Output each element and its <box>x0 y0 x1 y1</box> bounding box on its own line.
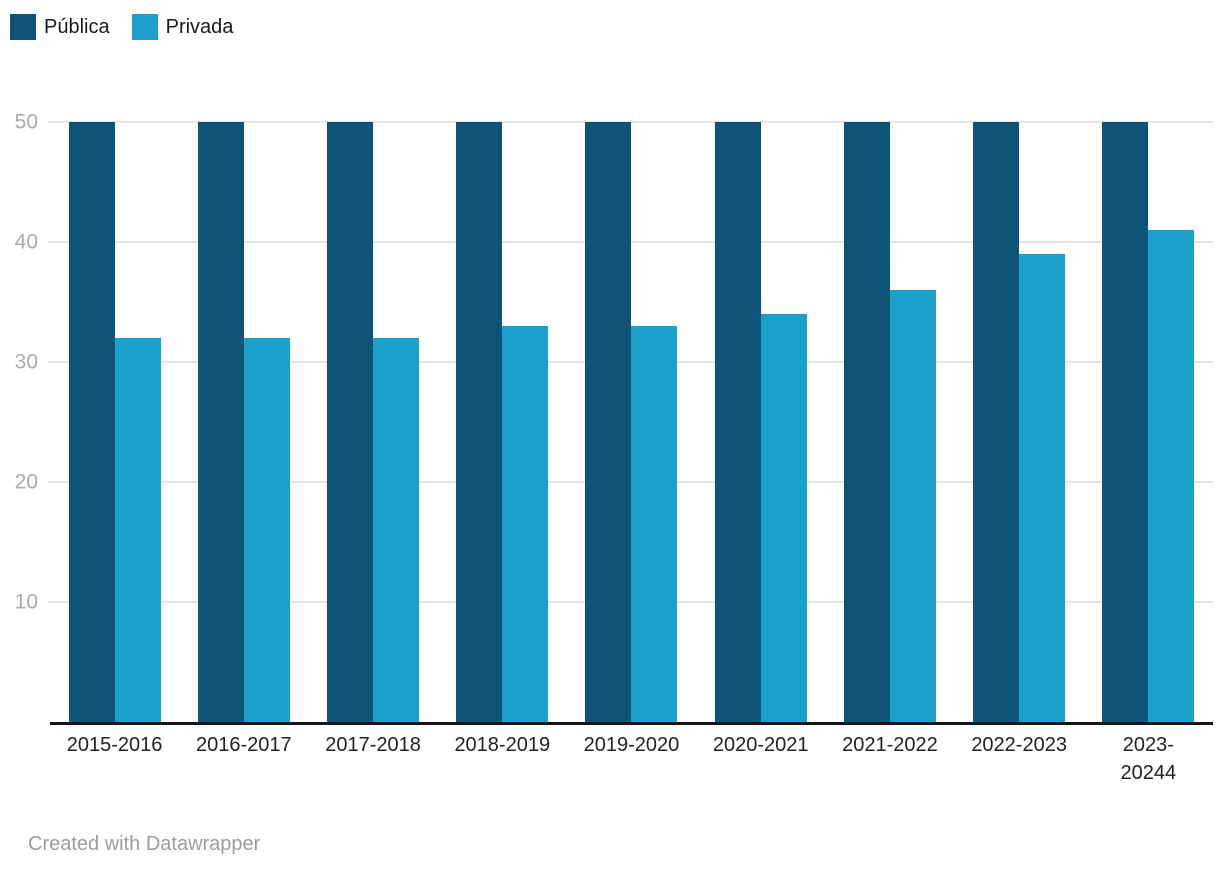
bar-privada <box>631 326 678 722</box>
x-tick-label: 2022-2023 <box>971 734 1067 756</box>
y-tick-label-30: 30 <box>14 350 38 374</box>
bar-group <box>50 122 179 722</box>
legend-label: Pública <box>44 16 110 38</box>
bar-pública <box>327 122 374 722</box>
bar-pública <box>843 122 890 722</box>
bar-pública <box>973 122 1020 722</box>
y-tick-label-10: 10 <box>14 590 38 614</box>
x-tick-label: 2023- 20244 <box>1120 734 1177 784</box>
bar-group <box>1084 122 1213 722</box>
plot-area <box>48 121 1213 725</box>
y-tick-label-40: 40 <box>14 230 38 254</box>
bar-pública <box>456 122 503 722</box>
legend-swatch-icon <box>10 14 36 40</box>
x-tick-label: 2021-2022 <box>842 734 938 756</box>
attribution-text: Created with Datawrapper <box>28 833 261 855</box>
legend-swatch-icon <box>131 14 158 40</box>
x-tick-label: 2019-2020 <box>583 734 680 756</box>
x-tick-label: 2015-2016 <box>66 734 163 756</box>
bar-group <box>825 122 954 722</box>
bar-group <box>438 122 567 722</box>
bar-pública <box>197 122 244 722</box>
x-axis-labels: 2015-2016 2016-2017 2017-2018 2018-2019 2019… <box>50 731 1213 787</box>
bar-privada <box>1148 230 1195 722</box>
bar-privada <box>243 338 290 722</box>
bar-pública <box>1102 122 1149 722</box>
bar-pública <box>714 122 761 722</box>
bar-privada <box>760 314 807 722</box>
bar-privada <box>502 326 549 722</box>
legend-label: Privada <box>165 16 234 38</box>
bar-groups <box>50 122 1213 722</box>
x-tick-label: 2018-2019 <box>454 734 551 756</box>
y-tick-label-20: 20 <box>14 470 38 494</box>
bar-pública <box>68 122 115 722</box>
bar-privada <box>373 338 420 722</box>
bar-privada <box>114 338 161 722</box>
x-axis-line <box>50 722 1213 725</box>
bar-privada <box>1019 254 1066 722</box>
x-tick-label: 2020-2021 <box>712 734 809 756</box>
bar-group <box>567 122 696 722</box>
x-tick-label: 2016-2017 <box>196 734 292 756</box>
x-tick-label: 2017-2018 <box>325 734 421 756</box>
bar-group <box>696 122 825 722</box>
bar-pública <box>585 122 632 722</box>
y-tick-label-50: 50 <box>14 110 38 134</box>
legend: Pública Privada <box>10 14 233 40</box>
bar-group <box>308 122 437 722</box>
bar-group <box>179 122 308 722</box>
bar-privada <box>889 290 936 722</box>
bar-group <box>955 122 1084 722</box>
legend-item-pública: Pública <box>10 14 110 40</box>
legend-item-privada: Privada <box>131 14 234 40</box>
